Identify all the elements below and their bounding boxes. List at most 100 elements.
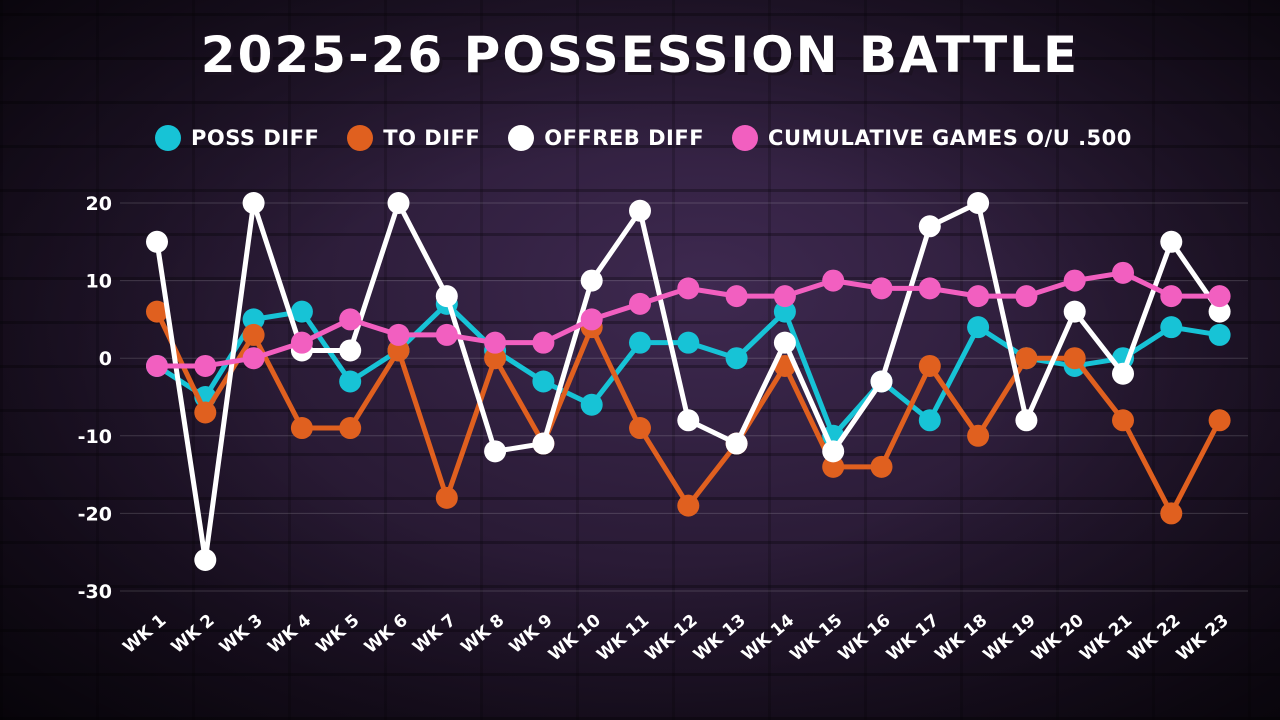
- data-point-poss-diff: [677, 331, 700, 354]
- data-point-cumulative-games-o-u-500: [1160, 285, 1183, 308]
- data-point-cumulative-games-o-u-500: [822, 269, 845, 292]
- data-point-to-diff: [484, 347, 507, 370]
- data-point-cumulative-games-o-u-500: [242, 347, 265, 370]
- data-point-to-diff: [822, 455, 845, 478]
- data-point-cumulative-games-o-u-500: [1015, 285, 1038, 308]
- chart-legend: POSS DIFF TO DIFF OFFREB DIFF CUMULATIVE…: [155, 120, 1132, 156]
- data-point-offreb-diff: [484, 440, 507, 463]
- data-point-offreb-diff: [967, 192, 990, 214]
- x-tick-label: WK 2: [168, 611, 219, 658]
- data-point-to-diff: [1160, 502, 1183, 525]
- y-tick-label: 20: [86, 193, 112, 215]
- x-tick-label: WK 23: [1173, 611, 1233, 666]
- data-point-to-diff: [194, 401, 217, 424]
- data-point-cumulative-games-o-u-500: [580, 308, 603, 331]
- data-point-cumulative-games-o-u-500: [967, 285, 990, 308]
- legend-swatch-poss-diff: [155, 125, 181, 151]
- data-point-poss-diff: [242, 308, 265, 331]
- data-point-cumulative-games-o-u-500: [290, 331, 313, 354]
- x-tick-label: WK 12: [642, 611, 702, 666]
- data-point-offreb-diff: [725, 432, 748, 455]
- data-point-cumulative-games-o-u-500: [870, 277, 893, 300]
- data-point-poss-diff: [725, 347, 748, 370]
- data-point-poss-diff: [339, 370, 362, 393]
- x-tick-label: WK 7: [409, 611, 460, 658]
- data-point-offreb-diff: [435, 285, 458, 308]
- data-point-to-diff: [290, 417, 313, 440]
- legend-item-poss-diff: POSS DIFF: [155, 125, 319, 151]
- data-point-poss-diff: [1160, 316, 1183, 339]
- data-point-offreb-diff: [387, 192, 410, 214]
- data-point-cumulative-games-o-u-500: [387, 323, 410, 346]
- data-point-offreb-diff: [822, 440, 845, 463]
- x-tick-label: WK 4: [264, 610, 315, 657]
- legend-item-to-diff: TO DIFF: [347, 125, 480, 151]
- data-point-to-diff: [870, 455, 893, 478]
- data-point-cumulative-games-o-u-500: [629, 292, 651, 315]
- legend-label-poss-diff: POSS DIFF: [191, 126, 320, 150]
- data-point-offreb-diff: [1208, 300, 1231, 323]
- legend-label-cumulative: CUMULATIVE GAMES O/U .500: [768, 126, 1132, 150]
- legend-label-to-diff: TO DIFF: [383, 126, 481, 150]
- data-point-offreb-diff: [677, 409, 700, 432]
- x-tick-label: WK 10: [545, 610, 605, 665]
- data-point-poss-diff: [967, 316, 990, 339]
- data-point-offreb-diff: [580, 269, 603, 292]
- y-tick-label: 10: [86, 271, 112, 293]
- data-point-to-diff: [1112, 409, 1134, 432]
- data-point-to-diff: [918, 354, 941, 377]
- data-point-poss-diff: [773, 300, 796, 323]
- x-tick-label: WK 22: [1125, 611, 1185, 666]
- x-tick-label: WK 1: [119, 611, 170, 658]
- legend-swatch-offreb-diff: [508, 125, 535, 151]
- data-point-cumulative-games-o-u-500: [435, 323, 458, 346]
- x-tick-label: WK 3: [216, 611, 267, 658]
- x-tick-label: WK 21: [1076, 611, 1136, 666]
- x-tick-label: WK 11: [593, 611, 653, 666]
- data-point-to-diff: [677, 494, 700, 517]
- data-point-poss-diff: [290, 300, 313, 323]
- data-point-offreb-diff: [1112, 362, 1134, 385]
- x-tick-label: WK 20: [1028, 610, 1088, 665]
- data-point-poss-diff: [532, 370, 555, 393]
- legend-label-offreb-diff: OFFREB DIFF: [544, 126, 705, 150]
- data-point-cumulative-games-o-u-500: [532, 331, 555, 354]
- x-tick-label: WK 19: [980, 611, 1040, 666]
- legend-swatch-cumulative: [732, 125, 759, 151]
- data-point-poss-diff: [918, 409, 941, 432]
- x-tick-label: WK 16: [835, 611, 895, 666]
- data-point-cumulative-games-o-u-500: [146, 354, 168, 377]
- data-point-offreb-diff: [194, 548, 217, 571]
- data-point-to-diff: [339, 417, 362, 440]
- y-tick-label: -10: [78, 426, 112, 448]
- y-tick-label: -30: [78, 581, 112, 603]
- data-point-offreb-diff: [1160, 230, 1183, 253]
- data-point-cumulative-games-o-u-500: [1063, 269, 1086, 292]
- chart-title: 2025-26 POSSESSION BATTLE: [200, 26, 1080, 84]
- data-point-cumulative-games-o-u-500: [1112, 261, 1134, 284]
- data-point-poss-diff: [629, 331, 651, 354]
- legend-swatch-to-diff: [347, 125, 374, 151]
- data-point-offreb-diff: [532, 432, 555, 455]
- data-point-to-diff: [146, 300, 168, 323]
- data-point-to-diff: [967, 424, 990, 447]
- x-tick-label: WK 17: [883, 611, 943, 666]
- data-point-offreb-diff: [242, 192, 265, 214]
- data-point-to-diff: [242, 323, 265, 346]
- x-tick-label: WK 5: [313, 611, 364, 658]
- legend-item-offreb-diff: OFFREB DIFF: [508, 125, 704, 151]
- x-tick-label: WK 18: [931, 611, 991, 666]
- data-point-cumulative-games-o-u-500: [1208, 285, 1231, 308]
- data-point-cumulative-games-o-u-500: [918, 277, 941, 300]
- data-point-offreb-diff: [870, 370, 893, 393]
- data-point-cumulative-games-o-u-500: [725, 285, 748, 308]
- data-point-cumulative-games-o-u-500: [339, 308, 362, 331]
- data-point-offreb-diff: [1063, 300, 1086, 323]
- legend-item-cumulative: CUMULATIVE GAMES O/U .500: [732, 125, 1132, 151]
- data-point-poss-diff: [1208, 323, 1231, 346]
- data-point-offreb-diff: [146, 230, 168, 253]
- data-point-to-diff: [435, 486, 458, 509]
- y-tick-label: 0: [99, 348, 112, 370]
- data-point-offreb-diff: [339, 339, 362, 362]
